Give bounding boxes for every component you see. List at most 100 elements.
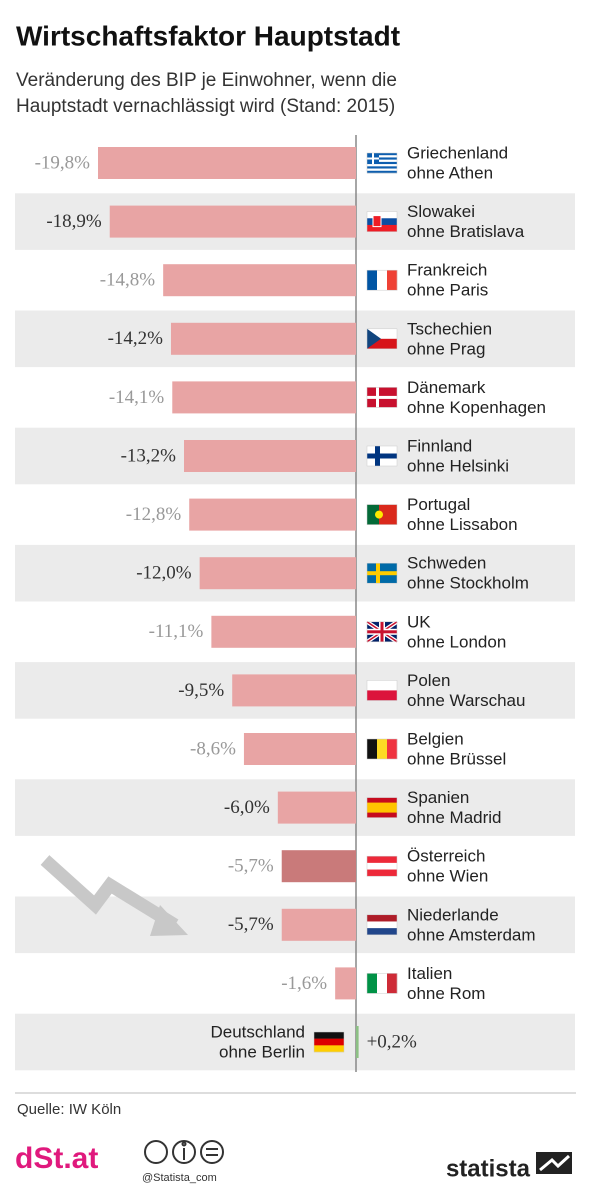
category-label: ohne Wien bbox=[407, 867, 488, 886]
cc-icons bbox=[144, 1140, 224, 1164]
brand-icon-line bbox=[539, 1154, 571, 1172]
flag-border bbox=[366, 328, 398, 350]
category-label: ohne Kopenhagen bbox=[407, 398, 546, 417]
category-label: Spanien bbox=[407, 788, 469, 807]
flag-part bbox=[367, 453, 397, 459]
value-label: -9,5% bbox=[178, 680, 224, 701]
flag-part bbox=[387, 270, 398, 291]
flag-part bbox=[367, 571, 397, 576]
flag-part bbox=[367, 153, 397, 156]
flag-part bbox=[367, 166, 397, 169]
category-label: Dänemark bbox=[407, 378, 486, 397]
flag-border bbox=[366, 914, 398, 936]
category-label: Griechenland bbox=[407, 143, 508, 162]
category-label: ohne Madrid bbox=[407, 808, 502, 827]
flag bbox=[366, 328, 398, 350]
chart-title: Wirtschaftsfaktor Hauptstadt bbox=[16, 20, 400, 51]
row-band bbox=[15, 1013, 575, 1071]
flag bbox=[366, 269, 398, 291]
flag-border bbox=[366, 973, 398, 994]
category-label: ohne Helsinki bbox=[407, 456, 509, 475]
flag-part bbox=[372, 215, 382, 228]
bar bbox=[243, 733, 356, 765]
flag-part bbox=[367, 680, 397, 691]
category-label: ohne Stockholm bbox=[407, 574, 529, 593]
flag-part bbox=[367, 973, 378, 994]
flag bbox=[366, 387, 398, 408]
flag bbox=[366, 504, 398, 525]
category-label: ohne Brüssel bbox=[407, 749, 506, 768]
value-label: -14,1% bbox=[109, 387, 165, 408]
flag-part bbox=[367, 395, 397, 399]
logo: dSt.at bbox=[15, 1142, 98, 1175]
flag-part bbox=[367, 170, 397, 174]
flag-border bbox=[366, 387, 398, 408]
flag bbox=[366, 914, 398, 936]
bar bbox=[98, 147, 357, 179]
flag-part bbox=[367, 157, 379, 160]
value-label: -12,0% bbox=[136, 563, 192, 584]
flag bbox=[366, 152, 398, 174]
flag-part bbox=[377, 739, 388, 759]
category-label: Deutschland bbox=[210, 1022, 305, 1041]
bar bbox=[281, 908, 356, 941]
bar bbox=[163, 264, 356, 297]
category-label: Tschechien bbox=[407, 319, 492, 338]
flag-part bbox=[375, 510, 383, 519]
flag-border bbox=[366, 797, 398, 818]
value-label: -5,7% bbox=[228, 914, 274, 935]
flag-border bbox=[366, 445, 398, 467]
flag bbox=[313, 1031, 345, 1053]
flag-border bbox=[366, 621, 398, 643]
flag-border bbox=[366, 152, 398, 174]
flag-part bbox=[367, 155, 397, 158]
value-label: -1,6% bbox=[281, 973, 327, 994]
flag-part bbox=[367, 328, 381, 349]
value-label: -8,6% bbox=[190, 738, 236, 759]
flag-part bbox=[387, 973, 398, 994]
category-label: Portugal bbox=[407, 495, 470, 514]
flag-border bbox=[366, 680, 398, 701]
value-label: -11,1% bbox=[149, 621, 204, 642]
flag-part bbox=[377, 973, 388, 994]
flag-part bbox=[367, 168, 397, 171]
flag-border bbox=[366, 562, 398, 584]
category-label: ohne Lissabon bbox=[407, 515, 518, 534]
flag-part bbox=[367, 224, 397, 232]
flag-part bbox=[367, 211, 397, 219]
bar bbox=[109, 205, 356, 238]
flag-border bbox=[366, 504, 398, 525]
category-label: ohne London bbox=[407, 632, 506, 651]
bar bbox=[189, 498, 356, 531]
flag-border bbox=[366, 738, 398, 760]
category-label: ohne Bratislava bbox=[407, 222, 525, 241]
value-label: -12,8% bbox=[126, 504, 182, 525]
bar bbox=[184, 440, 356, 472]
flag-part bbox=[367, 270, 378, 291]
decor-arrow-head bbox=[150, 905, 188, 936]
flag-border bbox=[366, 855, 398, 877]
flag-border bbox=[313, 1031, 345, 1053]
category-label: ohne Rom bbox=[407, 984, 485, 1003]
flag-part bbox=[367, 856, 397, 864]
category-label: UK bbox=[407, 612, 431, 631]
flag-part bbox=[367, 159, 397, 163]
category-label: ohne Athen bbox=[407, 163, 493, 182]
value-label: -19,8% bbox=[35, 152, 91, 173]
flag-part bbox=[367, 739, 378, 759]
flag-part bbox=[367, 218, 397, 226]
flag-part bbox=[367, 928, 397, 935]
brand: statista bbox=[446, 1155, 531, 1182]
category-label: ohne Prag bbox=[407, 339, 485, 358]
category-label: Italien bbox=[407, 964, 452, 983]
flag-part bbox=[367, 914, 397, 922]
handle: @Statista_com bbox=[142, 1172, 217, 1184]
category-label: Finnland bbox=[407, 436, 472, 455]
category-label: Slowakei bbox=[407, 202, 475, 221]
bar bbox=[170, 322, 356, 355]
flag-part bbox=[367, 161, 397, 165]
flag-part bbox=[314, 1032, 344, 1039]
value-label: -5,7% bbox=[228, 856, 274, 877]
flag-part bbox=[377, 270, 388, 291]
